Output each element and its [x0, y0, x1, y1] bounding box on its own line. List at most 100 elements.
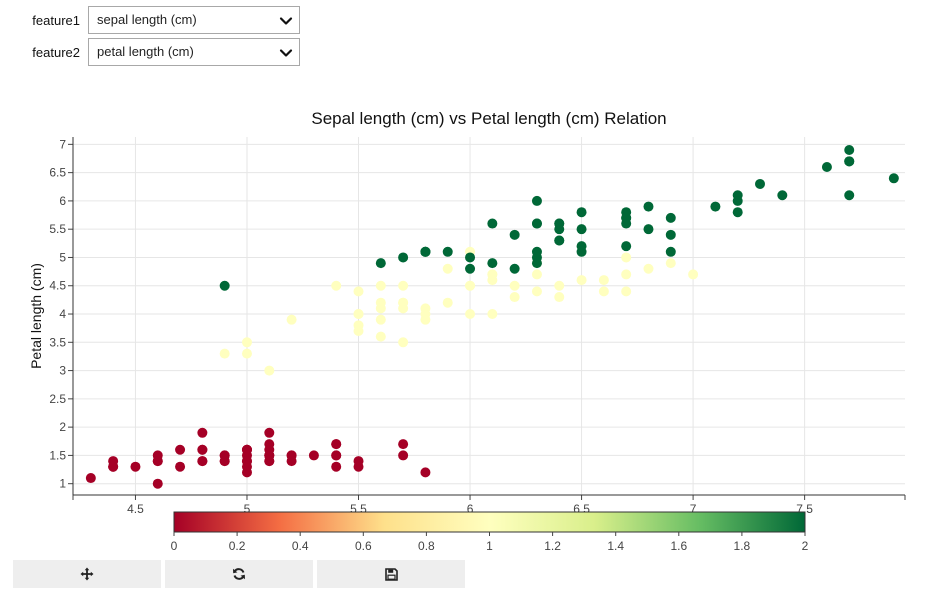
x-tick-label: 6: [467, 502, 474, 516]
data-point: [665, 258, 676, 269]
data-point: [465, 252, 476, 263]
feature1-select[interactable]: sepal length (cm): [88, 6, 300, 34]
data-point: [398, 450, 409, 461]
floppy-disk-icon: [384, 567, 398, 581]
y-tick-label: 2: [59, 420, 66, 434]
data-point: [554, 292, 565, 303]
y-tick-label: 7: [59, 137, 66, 151]
save-button[interactable]: [317, 560, 465, 588]
move-icon: [80, 567, 94, 581]
data-point: [375, 331, 386, 342]
data-point: [621, 241, 632, 252]
feature2-value: petal length (cm): [97, 44, 194, 59]
y-tick-label: 6.5: [49, 166, 66, 180]
data-point: [375, 258, 386, 269]
data-point: [197, 427, 208, 438]
chart-title: Sepal length (cm) vs Petal length (cm) R…: [311, 109, 666, 128]
data-point: [398, 439, 409, 450]
data-point: [844, 190, 855, 201]
y-tick-label: 4: [59, 307, 66, 321]
data-point: [375, 314, 386, 325]
data-point: [598, 275, 609, 286]
data-point: [152, 456, 163, 467]
chevron-down-icon: [279, 49, 293, 57]
colorbar-gradient: [173, 511, 806, 533]
pan-button[interactable]: [13, 560, 161, 588]
data-point: [375, 280, 386, 291]
data-point: [487, 309, 498, 320]
data-point: [844, 156, 855, 167]
data-point: [398, 252, 409, 263]
data-point: [264, 427, 275, 438]
feature2-select[interactable]: petal length (cm): [88, 38, 300, 66]
data-point: [487, 258, 498, 269]
y-tick-label: 5.5: [49, 222, 66, 236]
x-tick-label: 4.5: [127, 502, 144, 516]
data-point: [531, 195, 542, 206]
data-point: [621, 269, 632, 280]
colorbar-tick-label: 1.4: [607, 539, 624, 553]
colorbar-tick-label: 1.6: [670, 539, 687, 553]
feature1-value: sepal length (cm): [97, 12, 197, 27]
y-tick-label: 4.5: [49, 279, 66, 293]
data-point: [509, 263, 520, 274]
data-point: [331, 280, 342, 291]
data-point: [554, 235, 565, 246]
colorbar-tick-label: 0: [171, 539, 178, 553]
data-point: [509, 280, 520, 291]
data-point: [398, 337, 409, 348]
colorbar-tick-label: 1.2: [544, 539, 561, 553]
data-point: [130, 461, 141, 472]
y-tick-label: 3: [59, 364, 66, 378]
data-point: [420, 309, 431, 320]
colorbar-tick-label: 0.6: [355, 539, 372, 553]
grid-lines: [73, 137, 905, 495]
data-point: [576, 275, 587, 286]
feature1-label: feature1: [32, 12, 80, 28]
data-point: [241, 444, 252, 455]
data-point: [576, 207, 587, 218]
y-tick-label: 2.5: [49, 392, 66, 406]
data-point: [665, 229, 676, 240]
data-point: [442, 263, 453, 274]
data-point: [398, 303, 409, 314]
data-point: [688, 269, 699, 280]
data-point: [331, 461, 342, 472]
data-point: [665, 212, 676, 223]
reset-button[interactable]: [165, 560, 313, 588]
data-point: [331, 439, 342, 450]
data-point: [888, 173, 899, 184]
data-point: [442, 246, 453, 257]
data-point: [531, 218, 542, 229]
axes: 4.5 5 5.5 6 6.5 7 7.511.522.533.544.555.566.57: [49, 137, 906, 516]
data-point: [821, 161, 832, 172]
data-point: [643, 224, 654, 235]
colorbar-tick-label: 0.8: [418, 539, 435, 553]
y-tick-label: 1.5: [49, 448, 66, 462]
data-point: [621, 286, 632, 297]
colorbar: 0 0.2 0.4 0.6 0.8 1 1.2 1.4 1.6 1.8 2: [171, 511, 809, 553]
colorbar-tick-label: 2: [802, 539, 809, 553]
data-point: [219, 280, 230, 291]
data-point: [442, 297, 453, 308]
data-point: [531, 252, 542, 263]
data-point: [844, 145, 855, 156]
data-point: [732, 195, 743, 206]
data-point: [375, 297, 386, 308]
data-point: [353, 286, 364, 297]
data-point: [420, 246, 431, 257]
data-point: [219, 348, 230, 359]
data-point: [621, 252, 632, 263]
chevron-down-icon: [279, 17, 293, 25]
data-point: [353, 309, 364, 320]
data-point: [732, 207, 743, 218]
data-point: [197, 444, 208, 455]
data-point: [108, 461, 119, 472]
y-axis-label: Petal length (cm): [28, 263, 44, 369]
data-point: [286, 450, 297, 461]
data-point: [509, 292, 520, 303]
x-tick-label: 5: [244, 502, 251, 516]
data-point: [465, 263, 476, 274]
data-point: [219, 456, 230, 467]
data-point: [264, 365, 275, 376]
